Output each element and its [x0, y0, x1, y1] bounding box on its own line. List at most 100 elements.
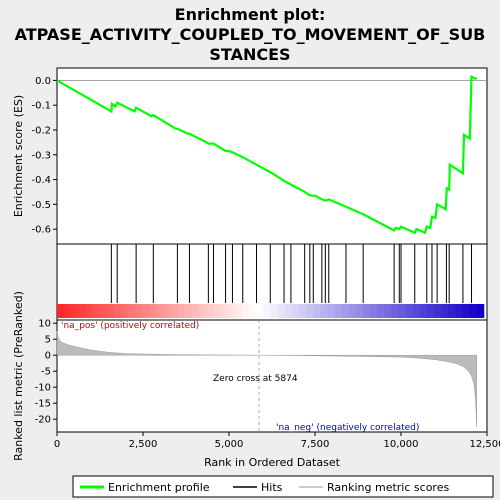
colorbar-segment [177, 304, 186, 318]
colorbar-segment [57, 304, 65, 318]
xtick-label: 0 [54, 439, 60, 450]
colorbar-segment [256, 304, 264, 318]
colorbar-segment [85, 304, 94, 318]
xtick-label: 12,500 [470, 439, 500, 450]
colorbar-segment [163, 304, 172, 318]
colorbar-segment [156, 304, 165, 318]
colorbar-segment [455, 304, 463, 318]
colorbar-segment [135, 304, 143, 318]
rank-colorbar [57, 304, 485, 318]
metric-ytick-label: 0 [45, 351, 51, 362]
es-y-axis: 0.0 -0.1 -0.2 -0.3 -0.4 -0.5 -0.6 [31, 76, 57, 236]
colorbar-segment [377, 304, 385, 318]
metric-ytick-label: 5 [45, 335, 51, 346]
xtick-label: 7,500 [301, 439, 330, 450]
metric-ytick-label: -15 [35, 399, 51, 410]
es-ytick-label: 0.0 [35, 76, 51, 87]
metric-area-series [56, 331, 477, 428]
legend-box [72, 475, 494, 498]
legend-label-hits: Hits [261, 481, 283, 494]
colorbar-segment [99, 304, 108, 318]
pos-annotation: 'na_pos' (positively correlated) [61, 321, 199, 331]
colorbar-segment [142, 304, 150, 318]
colorbar-segment [441, 304, 449, 318]
metric-area [56, 320, 477, 432]
colorbar-segment [149, 304, 158, 318]
colorbar-segment [405, 304, 414, 318]
colorbar-segment [298, 304, 307, 318]
metric-y-axis: 10 5 0 -5 -10 -15 -20 [35, 319, 57, 426]
colorbar-segment [419, 304, 428, 318]
colorbar-segment [391, 304, 399, 318]
legend-label-enrichment: Enrichment profile [108, 481, 210, 494]
es-ytick-label: -0.6 [31, 225, 51, 236]
colorbar-segment [291, 304, 300, 318]
colorbar-segment [412, 304, 421, 318]
metric-x-axis: 0 2,500 5,000 7,500 10,000 12,500 [54, 432, 500, 450]
colorbar-segment [327, 304, 335, 318]
neg-annotation: 'na_neg' (negatively correlated) [276, 423, 419, 433]
es-ytick-label: -0.2 [31, 125, 51, 136]
zero-cross-annotation: Zero cross at 5874 [213, 374, 298, 384]
title-line-3: STANCES [209, 45, 290, 64]
colorbar-segment [78, 304, 86, 318]
metric-panel [56, 319, 488, 433]
colorbar-segment [192, 304, 200, 318]
colorbar-segment [220, 304, 229, 318]
colorbar-segment [249, 304, 257, 318]
colorbar-segment [92, 304, 101, 318]
enrichment-profile-series [56, 74, 478, 235]
xtick-label: 5,000 [215, 439, 244, 450]
colorbar-segment [426, 304, 435, 318]
metric-ytick-label: 10 [38, 319, 51, 330]
colorbar-segment [170, 304, 179, 318]
colorbar-segment [469, 304, 478, 318]
colorbar-segment [185, 304, 193, 318]
colorbar-segment [128, 304, 136, 318]
es-ytick-label: -0.3 [31, 150, 51, 161]
colorbar-segment [355, 304, 364, 318]
es-ytick-label: -0.4 [31, 175, 51, 186]
es-ytick-label: -0.5 [31, 200, 51, 211]
legend-label-metric: Ranking metric scores [327, 481, 449, 494]
title-line-1: Enrichment plot: [175, 5, 326, 24]
colorbar-segment [227, 304, 236, 318]
colorbar-segment [241, 304, 250, 318]
es-panel [56, 67, 488, 245]
colorbar-segment [270, 304, 278, 318]
colorbar-segment [476, 304, 485, 318]
colorbar-segment [348, 304, 357, 318]
colorbar-segment [362, 304, 371, 318]
colorbar-segment [341, 304, 350, 318]
enrichment-profile-line [56, 74, 478, 235]
x-axis-label: Rank in Ordered Dataset [204, 456, 341, 469]
colorbar-segment [277, 304, 286, 318]
colorbar-segment [320, 304, 328, 318]
xtick-label: 10,000 [384, 439, 419, 450]
colorbar-segment [305, 304, 314, 318]
colorbar-segment [384, 304, 392, 318]
metric-ytick-label: -5 [41, 367, 51, 378]
colorbar-segment [448, 304, 456, 318]
colorbar-segment [71, 304, 79, 318]
colorbar-segment [64, 304, 72, 318]
colorbar-segment [213, 304, 222, 318]
colorbar-segment [121, 304, 129, 318]
es-ytick-label: -0.1 [31, 101, 51, 112]
es-y-label: Enrichment score (ES) [12, 95, 25, 217]
xtick-label: 2,500 [129, 439, 158, 450]
metric-ytick-label: -20 [35, 415, 51, 426]
colorbar-segment [206, 304, 214, 318]
colorbar-segment [462, 304, 471, 318]
hits-marks [110, 244, 473, 303]
colorbar-segment [334, 304, 343, 318]
metric-ytick-label: -10 [35, 383, 51, 394]
title-line-2: ATPASE_ACTIVITY_COUPLED_TO_MOVEMENT_OF_S… [15, 25, 486, 44]
colorbar-segment [369, 304, 378, 318]
colorbar-segment [284, 304, 293, 318]
colorbar-segment [106, 304, 115, 318]
metric-y-label: Ranked list metric (PreRanked) [12, 291, 25, 461]
colorbar-segment [313, 304, 321, 318]
